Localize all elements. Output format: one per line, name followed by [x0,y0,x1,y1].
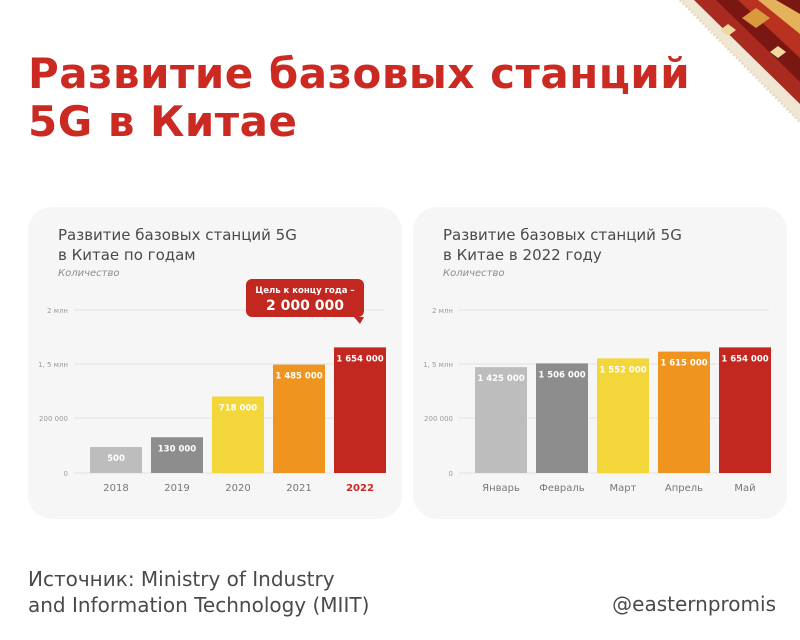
bar [151,437,203,473]
y-tick-label: 1, 5 млн [38,361,68,369]
y-tick-label: 200 000 [424,415,453,423]
x-tick-label: Март [610,483,637,494]
bar-value-label: 130 000 [158,444,197,454]
bar-value-label: 1 552 000 [599,365,646,375]
chart-title-line-2: в Китае в 2022 году [443,246,602,264]
chart-title: Развитие базовых станций 5G в Китае в 20… [443,225,763,265]
bar [719,347,771,473]
x-tick-label: 2020 [225,483,250,494]
target-callout: Цель к концу года – 2 000 000 [246,279,364,324]
bar [90,447,142,473]
chart-title: Развитие базовых станций 5G в Китае по г… [58,225,378,265]
headline-line-2: 5G в Китае [28,97,298,146]
y-tick-label: 0 [64,470,68,478]
callout-value: 2 000 000 [266,298,344,314]
bar [597,358,649,473]
source-line-2: and Information Technology (MIIT) [28,593,370,617]
bar [273,364,325,473]
chart-card-months: Развитие базовых станций 5G в Китае в 20… [413,207,787,519]
chart-title-line-1: Развитие базовых станций 5G [58,226,297,244]
bar [536,363,588,473]
callout-caption: Цель к концу года – [255,286,354,296]
y-tick-label: 200 000 [39,415,68,423]
chart-title-line-1: Развитие базовых станций 5G [443,226,682,244]
bar [475,367,527,473]
x-tick-label: Май [734,483,755,494]
y-tick-label: 1, 5 млн [423,361,453,369]
bar-value-label: 718 000 [219,403,258,413]
x-tick-label: Январь [482,483,520,494]
bar-value-label: 1 654 000 [721,354,768,364]
headline-line-1: Развитие базовых станций [28,49,691,98]
x-tick-label: Апрель [665,483,703,494]
source-note: Источник: Ministry of Industry and Infor… [28,566,528,618]
x-tick-label: 2021 [286,483,311,494]
y-tick-label: 2 млн [432,307,453,315]
bar-value-label: 1 425 000 [477,374,524,384]
channel-handle: @easternpromis [612,592,776,616]
x-tick-label: 2019 [164,483,189,494]
x-tick-label: 2018 [103,483,128,494]
bar [658,351,710,473]
y-tick-label: 0 [449,470,453,478]
chart-title-line-2: в Китае по годам [58,246,196,264]
chart-unit-label: Количество [443,268,505,279]
source-line-1: Источник: Ministry of Industry [28,567,335,591]
headline: Развитие базовых станций 5G в Китае [28,50,748,146]
bar [212,396,264,473]
x-tick-label: Февраль [539,483,585,494]
callout-pointer [354,317,364,324]
bar-value-label: 500 [107,454,125,464]
bar-chart-years: 0 200 000 1, 5 млн 2 млн 500 2018 130 000 2019 7… [38,279,386,494]
bar-value-label: 1 654 000 [336,354,383,364]
chart-card-years: Развитие базовых станций 5G в Китае по г… [28,207,402,519]
callout-box [246,279,364,317]
bar [334,347,386,473]
chart-unit-label: Количество [58,268,120,279]
bar-value-label: 1 485 000 [275,372,322,382]
bar-value-label: 1 615 000 [660,359,707,369]
bar-value-label: 1 506 000 [538,370,585,380]
bar-chart-months: 0 200 000 1, 5 млн 2 млн 1 425 000 Январь 1 50… [423,307,771,494]
x-tick-label: 2022 [346,483,374,494]
y-tick-label: 2 млн [47,307,68,315]
